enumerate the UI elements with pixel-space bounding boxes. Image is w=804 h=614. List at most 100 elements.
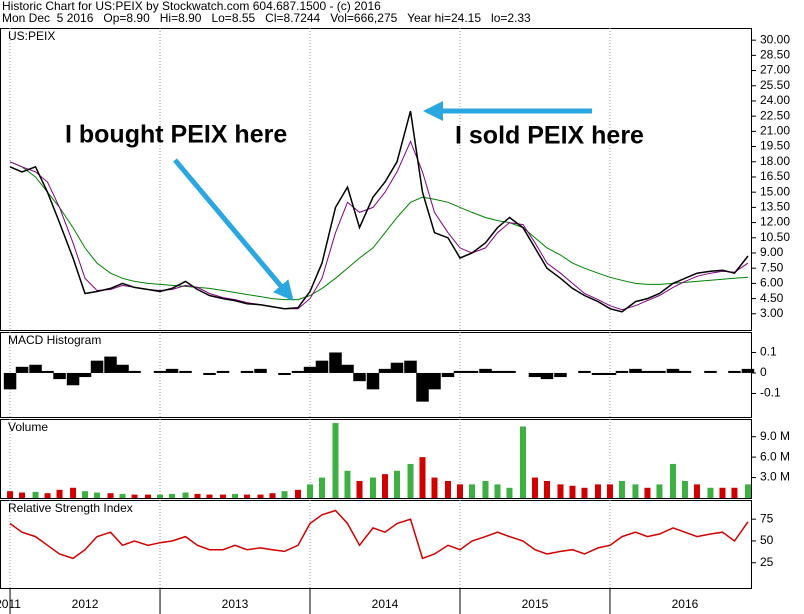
bar [381,474,388,498]
panel [0,332,752,418]
bar [145,494,152,498]
bar [678,370,692,373]
annotation: I sold PEIX here [455,122,644,150]
panel [0,419,752,499]
bar [131,494,138,498]
bar [206,494,213,498]
bar [182,492,189,498]
bar [341,364,354,373]
bar [441,372,455,378]
bar [70,487,77,498]
bar [494,484,501,498]
y-tick-label: 13.50 [760,200,790,214]
bar [531,477,538,498]
bar [506,487,513,498]
bar [491,370,504,373]
y-tick-label: 7.50 [760,260,784,274]
y-tick-label: 3.0 M [760,470,790,484]
bar [356,480,363,498]
bar [653,370,666,373]
y-tick-label: -0.1 [760,386,781,400]
bar [104,356,117,373]
bar [393,470,400,498]
bar [19,492,26,498]
bar [128,370,141,373]
y-tick-label: 28.50 [760,48,790,62]
bar [153,370,167,373]
bar [428,372,441,390]
line [9,161,749,301]
bar [693,484,700,498]
bar [244,494,251,498]
bar [666,368,680,373]
y-tick-label: 25 [760,555,774,569]
bar [528,372,542,378]
bar [41,370,54,373]
y-tick-label: 10.50 [760,230,790,244]
bar [240,370,254,373]
bar [431,477,438,498]
bar [53,372,66,380]
y-tick-label: 9.0 M [760,429,790,443]
bar [704,370,717,373]
y-tick-label: 75 [760,511,774,525]
x-tick-label: 2016 [672,597,699,611]
bar [179,370,192,373]
bar [56,489,63,498]
bar [7,491,14,498]
y-tick-label: 18.00 [760,154,790,168]
bar [254,368,267,373]
bar [32,491,39,498]
x-tick-label: 2015 [522,597,549,611]
bar [303,366,317,373]
bar [465,370,479,373]
bar [543,480,550,498]
bar [615,370,629,373]
bar [169,493,176,498]
bar [344,470,351,498]
bar [269,493,276,498]
y-tick-label: 24.00 [760,93,790,107]
bar [307,484,314,498]
bar [644,487,651,498]
arrow [173,158,294,302]
panel-title: US:PEIX [8,29,55,43]
bar [157,494,164,498]
bar [557,484,564,498]
bar [641,370,654,373]
bar [731,487,738,498]
bar [540,372,554,380]
y-tick-label: 27.00 [760,63,790,77]
bar [370,477,377,498]
bar [291,370,305,373]
bar [591,372,605,376]
y-tick-label: 25.50 [760,78,790,92]
bar [453,370,467,373]
bar [656,484,663,498]
bar [719,487,726,498]
y-tick-label: 6.0 M [760,449,790,463]
bar [66,372,80,386]
bar [194,493,201,498]
y-tick-label: 22.50 [760,108,790,122]
header-subtitle: Mon Dec 5 2016 Op=8.90 Hi=8.90 Lo=8.55 C… [2,11,531,25]
bar [278,372,291,376]
bar [82,491,89,498]
y-tick-label: 16.50 [760,169,790,183]
y-tick-label: 9.00 [760,245,784,259]
bar [603,372,617,376]
panel-title: MACD Histogram [8,333,101,347]
bar [44,493,51,498]
y-tick-label: 6.00 [760,276,784,290]
x-tick-label: 2012 [72,597,99,611]
bar [554,372,567,378]
y-tick-label: 21.00 [760,124,790,138]
panel [0,28,752,331]
bar [281,491,288,498]
bar [629,368,642,373]
bar [707,487,714,498]
bar [257,494,264,498]
bar [744,484,751,498]
